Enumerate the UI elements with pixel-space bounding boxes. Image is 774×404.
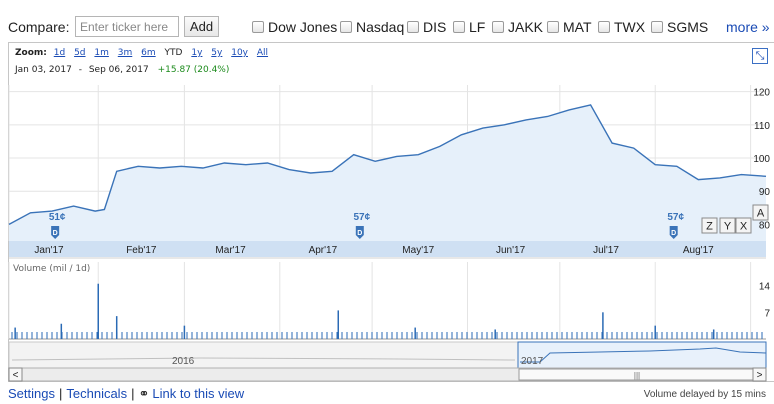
dividend-amount: 57¢ <box>667 212 684 223</box>
zoom-10y[interactable]: 10y <box>231 48 248 58</box>
price-line <box>8 104 767 226</box>
scroll-right-arrow: > <box>757 370 763 381</box>
range-dash: - <box>78 65 82 75</box>
dividend-marker: D <box>53 230 58 237</box>
overview-window <box>517 341 767 369</box>
dividend-flag-icon <box>669 226 678 239</box>
price-area <box>9 104 766 242</box>
checkbox-icon <box>407 21 419 33</box>
overview-year-label: 2017 <box>521 356 544 367</box>
dividend-amount: 51¢ <box>49 212 66 223</box>
more-tickers-link[interactable]: more » <box>726 19 770 35</box>
dividend-amount: 57¢ <box>353 212 370 223</box>
checkbox-icon <box>651 21 663 33</box>
chart-control-y[interactable] <box>719 217 736 234</box>
footer-sep: | <box>131 386 135 401</box>
checkbox-icon <box>453 21 465 33</box>
overview-history-line <box>11 357 516 361</box>
range-change: +15.87 (20.4%) <box>157 65 230 75</box>
volume-delay-note: Volume delayed by 15 mins <box>643 389 766 400</box>
range-start: Jan 03, 2017 <box>15 65 72 75</box>
zoom-5y[interactable]: 5y <box>211 48 223 58</box>
dividend-flag-icon <box>51 226 60 239</box>
chart-control-label: A <box>757 208 765 220</box>
dividend-flag-icon <box>355 226 364 239</box>
compare-jakk[interactable]: JAKK <box>492 19 543 35</box>
settings-link[interactable]: Settings <box>8 386 55 401</box>
price-tick-label: 120 <box>753 88 770 99</box>
zoom-1y[interactable]: 1y <box>191 48 203 58</box>
add-ticker-button[interactable]: Add <box>184 16 219 37</box>
volume-label: Volume (mil / 1d) <box>13 264 90 274</box>
dividend-marker: D <box>357 230 362 237</box>
price-tick-label: 90 <box>759 187 771 198</box>
link-icon: ⚭ <box>138 386 150 401</box>
scroll-left-arrow: < <box>13 370 19 381</box>
checkbox-icon <box>547 21 559 33</box>
month-label: Mar'17 <box>215 245 246 256</box>
expand-icon[interactable]: ⤡ <box>752 48 768 64</box>
month-label: Apr'17 <box>309 245 338 256</box>
compare-label: Compare: <box>8 19 70 35</box>
zoom-all[interactable]: All <box>256 48 269 58</box>
footer-sep: | <box>58 386 63 401</box>
volume-tick-label: 7 <box>764 308 770 319</box>
chart-control-label: Y <box>724 221 732 233</box>
zoom-1d[interactable]: 1d <box>53 48 66 58</box>
chart-svg: 80 90 100 110 120 Jan'17 Feb'17 Mar'17 Apr'17 May… <box>8 85 771 382</box>
compare-sgms[interactable]: SGMS <box>651 19 708 35</box>
scroll-right-button[interactable] <box>752 367 767 382</box>
compare-bar: Compare: Add Dow Jones Nasdaq DIS LF JAK… <box>0 0 774 40</box>
month-axis-band <box>9 241 766 257</box>
price-tick-label: 80 <box>759 220 771 231</box>
date-range: Jan 03, 2017 - Sep 06, 2017 +15.87 (20.4… <box>15 65 229 75</box>
checkbox-icon <box>598 21 610 33</box>
technicals-link[interactable]: Technicals <box>66 386 128 401</box>
footer: Settings | Technicals | ⚭ Link to this view V… <box>0 383 774 404</box>
month-label: Jan'17 <box>34 245 64 256</box>
dividend-marker: D <box>671 230 676 237</box>
zoom-6m[interactable]: 6m <box>141 48 156 58</box>
checkbox-icon <box>340 21 352 33</box>
compare-lf[interactable]: LF <box>453 19 485 35</box>
ticker-input[interactable] <box>75 16 179 37</box>
footer-links: Settings | Technicals | ⚭ Link to this view <box>8 386 244 402</box>
zoom-row: Zoom: 1d 5d 1m 3m 6m YTD 1y 5y 10y All <box>15 48 274 58</box>
zoom-ytd[interactable]: YTD <box>164 48 183 58</box>
chart-control-a[interactable] <box>752 204 769 221</box>
zoom-3m[interactable]: 3m <box>117 48 133 58</box>
month-label: May'17 <box>402 245 434 256</box>
price-tick-label: 110 <box>754 121 770 132</box>
scroll-left-button[interactable] <box>8 367 23 382</box>
chart-control-x[interactable] <box>735 217 752 234</box>
month-label: Aug'17 <box>683 245 714 256</box>
zoom-1m[interactable]: 1m <box>94 48 109 58</box>
volume-tick-label: 14 <box>759 282 771 293</box>
overview-year-label: 2016 <box>172 356 195 367</box>
month-label: Jul'17 <box>593 245 619 256</box>
chart-control-label: Z <box>706 221 713 233</box>
compare-nasdaq[interactable]: Nasdaq <box>340 19 404 35</box>
compare-dis[interactable]: DIS <box>407 19 446 35</box>
checkbox-icon <box>252 21 264 33</box>
month-label: Jun'17 <box>496 245 526 256</box>
compare-twx[interactable]: TWX <box>598 19 645 35</box>
checkbox-icon <box>492 21 504 33</box>
range-end: Sep 06, 2017 <box>88 65 149 75</box>
price-tick-label: 100 <box>753 154 770 165</box>
overview-line <box>520 347 767 363</box>
zoom-5d[interactable]: 5d <box>74 48 86 58</box>
zoom-label: Zoom: <box>15 48 47 58</box>
compare-dow-jones[interactable]: Dow Jones <box>252 19 337 35</box>
link-to-view[interactable]: Link to this view <box>152 386 245 401</box>
chart-control-label: X <box>740 221 748 233</box>
month-label: Feb'17 <box>126 245 157 256</box>
chart-control-z[interactable] <box>701 217 718 234</box>
compare-mat[interactable]: MAT <box>547 19 592 35</box>
scroll-grip: ||| <box>634 371 640 380</box>
